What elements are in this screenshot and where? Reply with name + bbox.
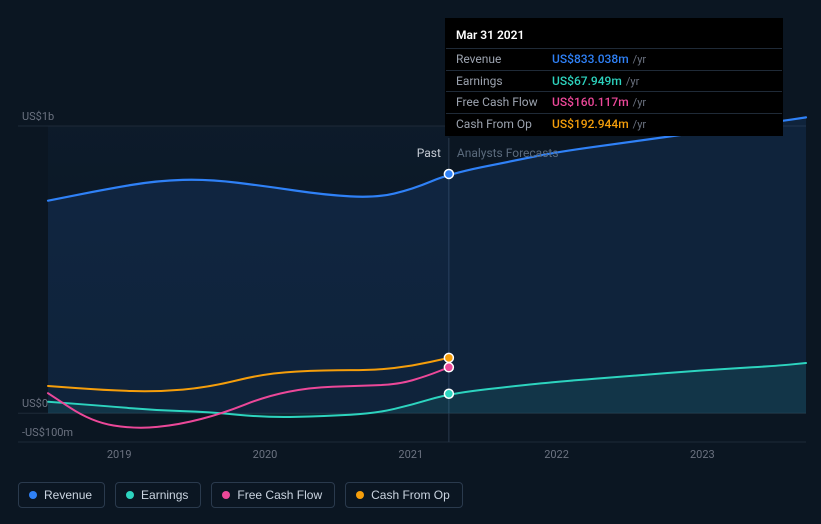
legend: Revenue Earnings Free Cash Flow Cash From O… [18, 482, 463, 508]
tooltip-row-label: Cash From Op [456, 116, 552, 133]
tooltip-row-value: US$833.038m [552, 51, 629, 68]
tooltip-row-label: Earnings [456, 73, 552, 90]
tooltip-row-unit: /yr [633, 95, 646, 110]
legend-swatch [356, 491, 364, 499]
legend-swatch [29, 491, 37, 499]
legend-item-revenue[interactable]: Revenue [18, 482, 105, 508]
legend-swatch [222, 491, 230, 499]
section-label-past: Past [417, 146, 441, 160]
y-axis-label: -US$100m [22, 426, 73, 439]
tooltip-row-value: US$67.949m [552, 73, 622, 90]
legend-item-fcf[interactable]: Free Cash Flow [211, 482, 335, 508]
tooltip-row: EarningsUS$67.949m/yr [446, 70, 782, 92]
tooltip-row-unit: /yr [626, 74, 639, 89]
tooltip-row: RevenueUS$833.038m/yr [446, 48, 782, 70]
y-axis-label: US$0 [22, 397, 48, 410]
x-axis-label: 2022 [544, 448, 569, 461]
legend-item-earnings[interactable]: Earnings [115, 482, 201, 508]
x-axis-label: 2023 [690, 448, 715, 461]
tooltip-row-unit: /yr [633, 117, 646, 132]
tooltip-row-value: US$192.944m [552, 116, 629, 133]
x-axis-label: 2021 [398, 448, 423, 461]
legend-item-cfo[interactable]: Cash From Op [345, 482, 463, 508]
chart-tooltip: Mar 31 2021 RevenueUS$833.038m/yrEarning… [445, 18, 783, 136]
legend-label: Cash From Op [371, 488, 450, 502]
tooltip-row-value: US$160.117m [552, 94, 629, 111]
tooltip-row-label: Free Cash Flow [456, 94, 552, 111]
tooltip-row: Cash From OpUS$192.944m/yr [446, 113, 782, 135]
tooltip-row: Free Cash FlowUS$160.117m/yr [446, 91, 782, 113]
x-axis-label: 2019 [107, 448, 132, 461]
x-axis-label: 2020 [253, 448, 278, 461]
tooltip-row-label: Revenue [456, 51, 552, 68]
legend-label: Revenue [44, 488, 92, 502]
tooltip-row-unit: /yr [633, 52, 646, 67]
financials-chart: Mar 31 2021 RevenueUS$833.038m/yrEarning… [0, 0, 821, 524]
legend-label: Earnings [141, 488, 188, 502]
legend-label: Free Cash Flow [237, 488, 322, 502]
tooltip-date: Mar 31 2021 [446, 23, 782, 48]
y-axis-label: US$1b [22, 110, 54, 123]
section-label-forecast: Analysts Forecasts [457, 146, 559, 160]
legend-swatch [126, 491, 134, 499]
